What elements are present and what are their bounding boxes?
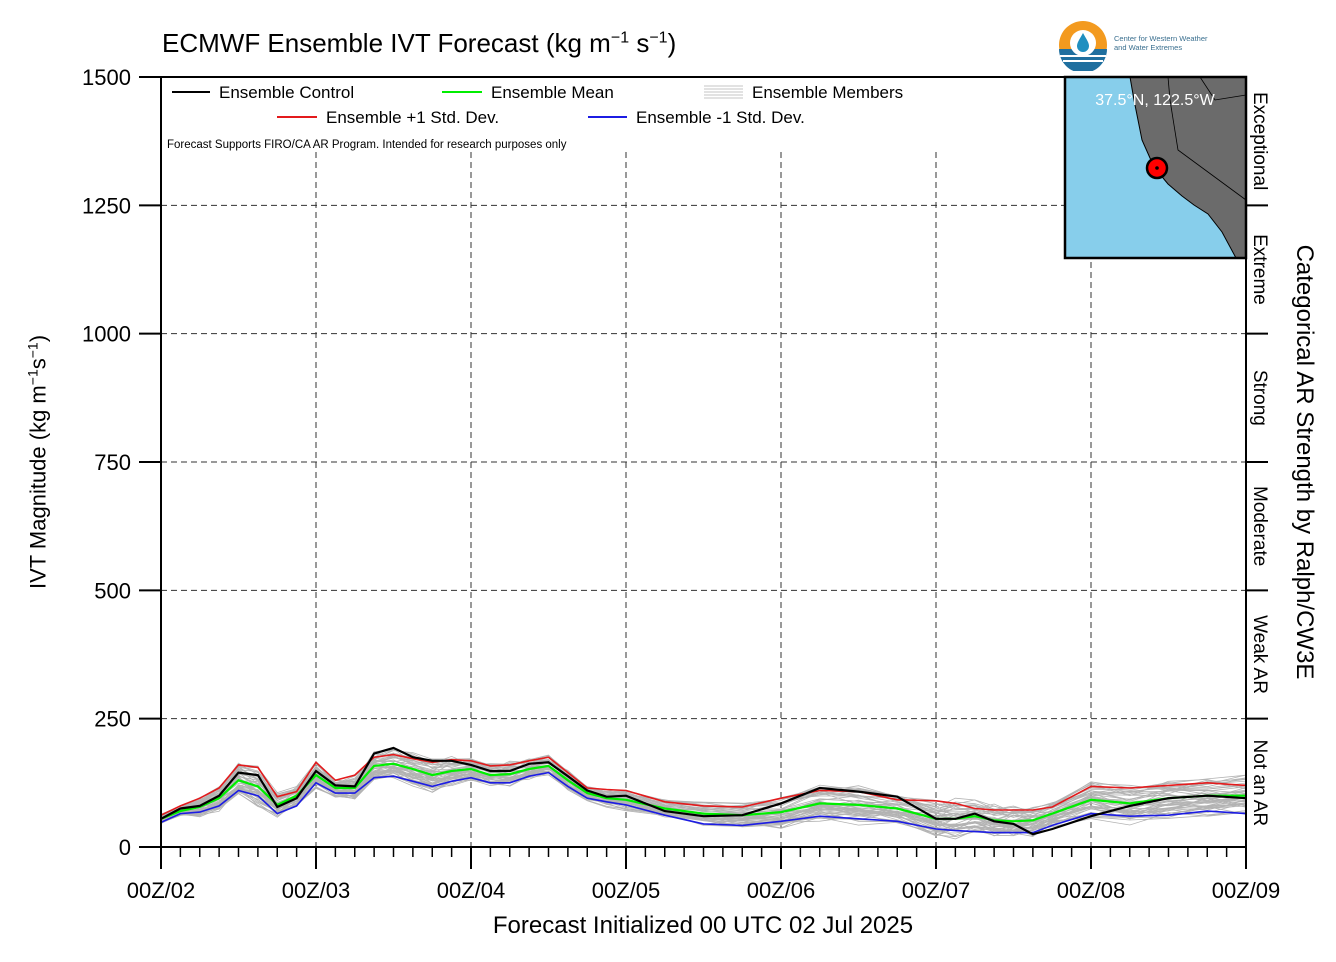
- x-tick-label: 00Z/07: [902, 878, 971, 903]
- y-tick-label: 250: [94, 707, 131, 732]
- series-lines: [160, 746, 1247, 836]
- x-tick-label: 00Z/05: [592, 878, 661, 903]
- legend: Ensemble Control Ensemble Mean Ensemble Me…: [167, 83, 903, 151]
- ensemble-control-line: [160, 746, 1247, 836]
- x-tick-label: 00Z/06: [747, 878, 816, 903]
- legend-mean: Ensemble Mean: [491, 83, 614, 102]
- right-axis-label: Categorical AR Strength by Ralph/CW3E: [1291, 244, 1318, 680]
- x-axis-label: Forecast Initialized 00 UTC 02 Jul 2025: [492, 912, 914, 939]
- cw3e-logo: Center for Western Weather and Water Extr…: [1058, 19, 1258, 73]
- axis-ticks: 0 250 500 750 1000 1250 1500 00Z/02 00Z/03 00Z/04…: [82, 65, 1280, 903]
- legend-plus: Ensemble +1 Std. Dev.: [326, 108, 499, 127]
- category-label: Not an AR: [1249, 740, 1270, 827]
- location-inset-map: 37.5°N, 122.5°W: [1063, 75, 1248, 260]
- location-marker-center: [1155, 166, 1159, 170]
- legend-control: Ensemble Control: [219, 83, 354, 102]
- category-label: Weak AR: [1249, 615, 1270, 694]
- grid-lines: [161, 152, 1246, 847]
- chart-title: ECMWF Ensemble IVT Forecast (kg m−1 s−1): [162, 28, 677, 58]
- ensemble-members: [160, 748, 1247, 840]
- inset-coordinates: 37.5°N, 122.5°W: [1095, 92, 1215, 109]
- category-axis: Exceptional Extreme Strong Moderate Weak AR N…: [1246, 92, 1270, 826]
- x-tick-label: 00Z/04: [437, 878, 506, 903]
- category-label: Extreme: [1249, 234, 1270, 305]
- y-tick-label: 750: [94, 450, 131, 475]
- inset-frame: [1063, 75, 1248, 260]
- x-tick-label: 00Z/02: [127, 878, 196, 903]
- minus-std-line: [160, 771, 1247, 834]
- logo-text: Center for Western Weather and Water Extr…: [1114, 34, 1208, 52]
- legend-members: Ensemble Members: [752, 83, 903, 102]
- y-tick-label: 1000: [82, 322, 131, 347]
- ensemble-member-line: [160, 770, 1247, 838]
- research-note: Forecast Supports FIRO/CA AR Program. In…: [167, 139, 567, 151]
- ensemble-member-line: [160, 766, 1247, 830]
- category-label: Moderate: [1249, 486, 1270, 566]
- x-tick-label: 00Z/09: [1212, 878, 1281, 903]
- y-tick-label: 1500: [82, 65, 131, 90]
- x-tick-label: 00Z/03: [282, 878, 351, 903]
- y-tick-label: 0: [119, 835, 131, 860]
- category-label: Strong: [1249, 370, 1270, 426]
- inset-state-border: [1199, 76, 1247, 101]
- water-drop-icon: [1059, 21, 1107, 73]
- x-tick-label: 00Z/08: [1057, 878, 1126, 903]
- plus-std-line: [160, 753, 1247, 816]
- category-label: Exceptional: [1249, 92, 1270, 190]
- y-tick-label: 1250: [82, 193, 131, 218]
- y-tick-label: 500: [94, 578, 131, 603]
- legend-minus: Ensemble -1 Std. Dev.: [636, 108, 805, 127]
- inset-state-border: [1167, 76, 1247, 201]
- y-axis-label: IVT Magnitude (kg m−1s−1): [24, 334, 51, 590]
